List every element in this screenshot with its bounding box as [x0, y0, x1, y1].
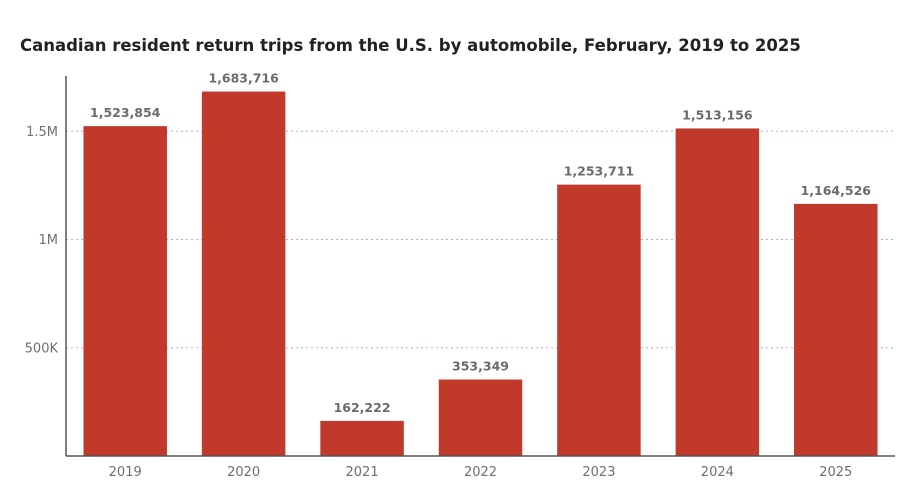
x-tick-label: 2024: [701, 465, 734, 480]
x-tick-label: 2021: [346, 465, 379, 480]
bar: [83, 126, 167, 456]
data-label: 1,253,711: [564, 164, 634, 179]
data-label: 353,349: [452, 359, 509, 374]
data-label: 1,523,854: [90, 105, 161, 120]
bar: [201, 91, 286, 456]
y-tick-label: 1M: [39, 233, 59, 248]
grid-layer: [66, 130, 895, 349]
bar: [794, 203, 878, 456]
data-label: 162,222: [334, 400, 391, 415]
axis-layer: [65, 76, 895, 457]
x-tick-label: 2022: [464, 465, 497, 480]
x-tick-label: 2023: [582, 465, 615, 480]
chart-title: Canadian resident return trips from the …: [20, 36, 801, 55]
bar: [438, 379, 523, 456]
labels-layer: 500K 1M 1.5M 1,523,854 2019 1,683,716 2020 162,…: [25, 71, 872, 480]
bars-layer: [83, 91, 878, 456]
y-tick-label: 500K: [25, 341, 59, 356]
data-label: 1,683,716: [208, 71, 279, 86]
x-tick-label: 2019: [109, 465, 142, 480]
x-tick-label: 2020: [227, 465, 260, 480]
y-tick-label: 1.5M: [26, 125, 58, 140]
bar: [675, 128, 760, 456]
data-label: 1,164,526: [801, 183, 872, 198]
x-tick-label: 2025: [819, 465, 852, 480]
bar: [557, 184, 641, 456]
bar: [320, 420, 404, 456]
data-label: 1,513,156: [682, 107, 753, 122]
